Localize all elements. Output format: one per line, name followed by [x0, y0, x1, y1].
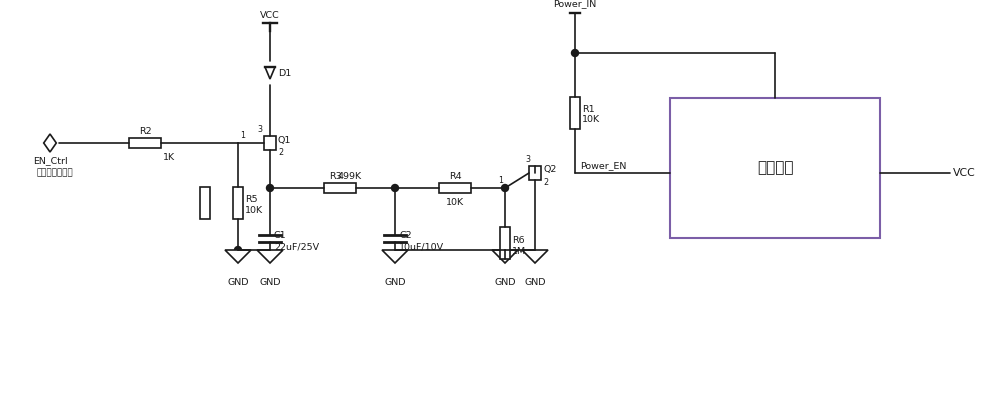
Text: R3: R3: [329, 172, 341, 181]
Text: GND: GND: [259, 278, 281, 287]
Text: 1M: 1M: [512, 248, 526, 256]
Circle shape: [234, 246, 242, 254]
Polygon shape: [265, 67, 275, 79]
Polygon shape: [522, 250, 548, 263]
Text: C1: C1: [274, 232, 287, 240]
Text: 10K: 10K: [245, 207, 263, 215]
Text: VCC: VCC: [953, 168, 976, 178]
Text: Power_EN: Power_EN: [580, 161, 626, 170]
Text: Power_IN: Power_IN: [553, 0, 597, 8]
Bar: [529, 166, 541, 180]
Text: GND: GND: [524, 278, 546, 287]
Bar: [324, 183, 356, 193]
Text: 1: 1: [240, 131, 245, 140]
Text: VCC: VCC: [260, 11, 280, 20]
Text: R2: R2: [139, 127, 151, 136]
Text: GND: GND: [494, 278, 516, 287]
Text: 10K: 10K: [446, 198, 464, 207]
Circle shape: [572, 49, 578, 57]
Text: 10uF/10V: 10uF/10V: [399, 242, 444, 252]
Circle shape: [502, 185, 509, 191]
Circle shape: [532, 170, 538, 176]
Text: 3: 3: [525, 155, 530, 164]
Text: EN_Ctrl: EN_Ctrl: [33, 156, 67, 165]
Bar: [570, 97, 580, 129]
Text: GND: GND: [384, 278, 406, 287]
Text: R5: R5: [245, 195, 258, 205]
Text: 高电平断电控制: 高电平断电控制: [37, 168, 73, 177]
Text: 2: 2: [278, 148, 283, 157]
Text: 2: 2: [543, 178, 548, 187]
Text: Q2: Q2: [543, 166, 556, 174]
Bar: [200, 187, 210, 219]
Polygon shape: [382, 250, 408, 263]
Text: R6: R6: [512, 236, 525, 246]
Circle shape: [266, 185, 274, 191]
Circle shape: [392, 185, 398, 191]
Text: GND: GND: [227, 278, 249, 287]
Text: D1: D1: [278, 68, 291, 78]
Polygon shape: [225, 250, 251, 263]
Bar: [129, 138, 161, 148]
Bar: [439, 183, 471, 193]
Bar: [233, 187, 243, 219]
Polygon shape: [44, 134, 56, 152]
Bar: [500, 227, 510, 259]
Text: 3: 3: [257, 125, 262, 134]
Text: 电源转换: 电源转换: [757, 160, 793, 176]
Text: 22uF/25V: 22uF/25V: [274, 242, 319, 252]
Text: R1: R1: [582, 105, 595, 115]
Bar: [670, 98, 880, 238]
Text: 10K: 10K: [582, 115, 600, 125]
Text: R4: R4: [449, 172, 461, 181]
Text: C2: C2: [399, 232, 412, 240]
Text: 499K: 499K: [338, 172, 362, 181]
Polygon shape: [492, 250, 518, 263]
Text: Q1: Q1: [278, 135, 291, 144]
Bar: [264, 136, 276, 150]
Text: 1K: 1K: [163, 153, 175, 162]
Polygon shape: [257, 250, 283, 263]
Text: 1: 1: [498, 176, 503, 185]
